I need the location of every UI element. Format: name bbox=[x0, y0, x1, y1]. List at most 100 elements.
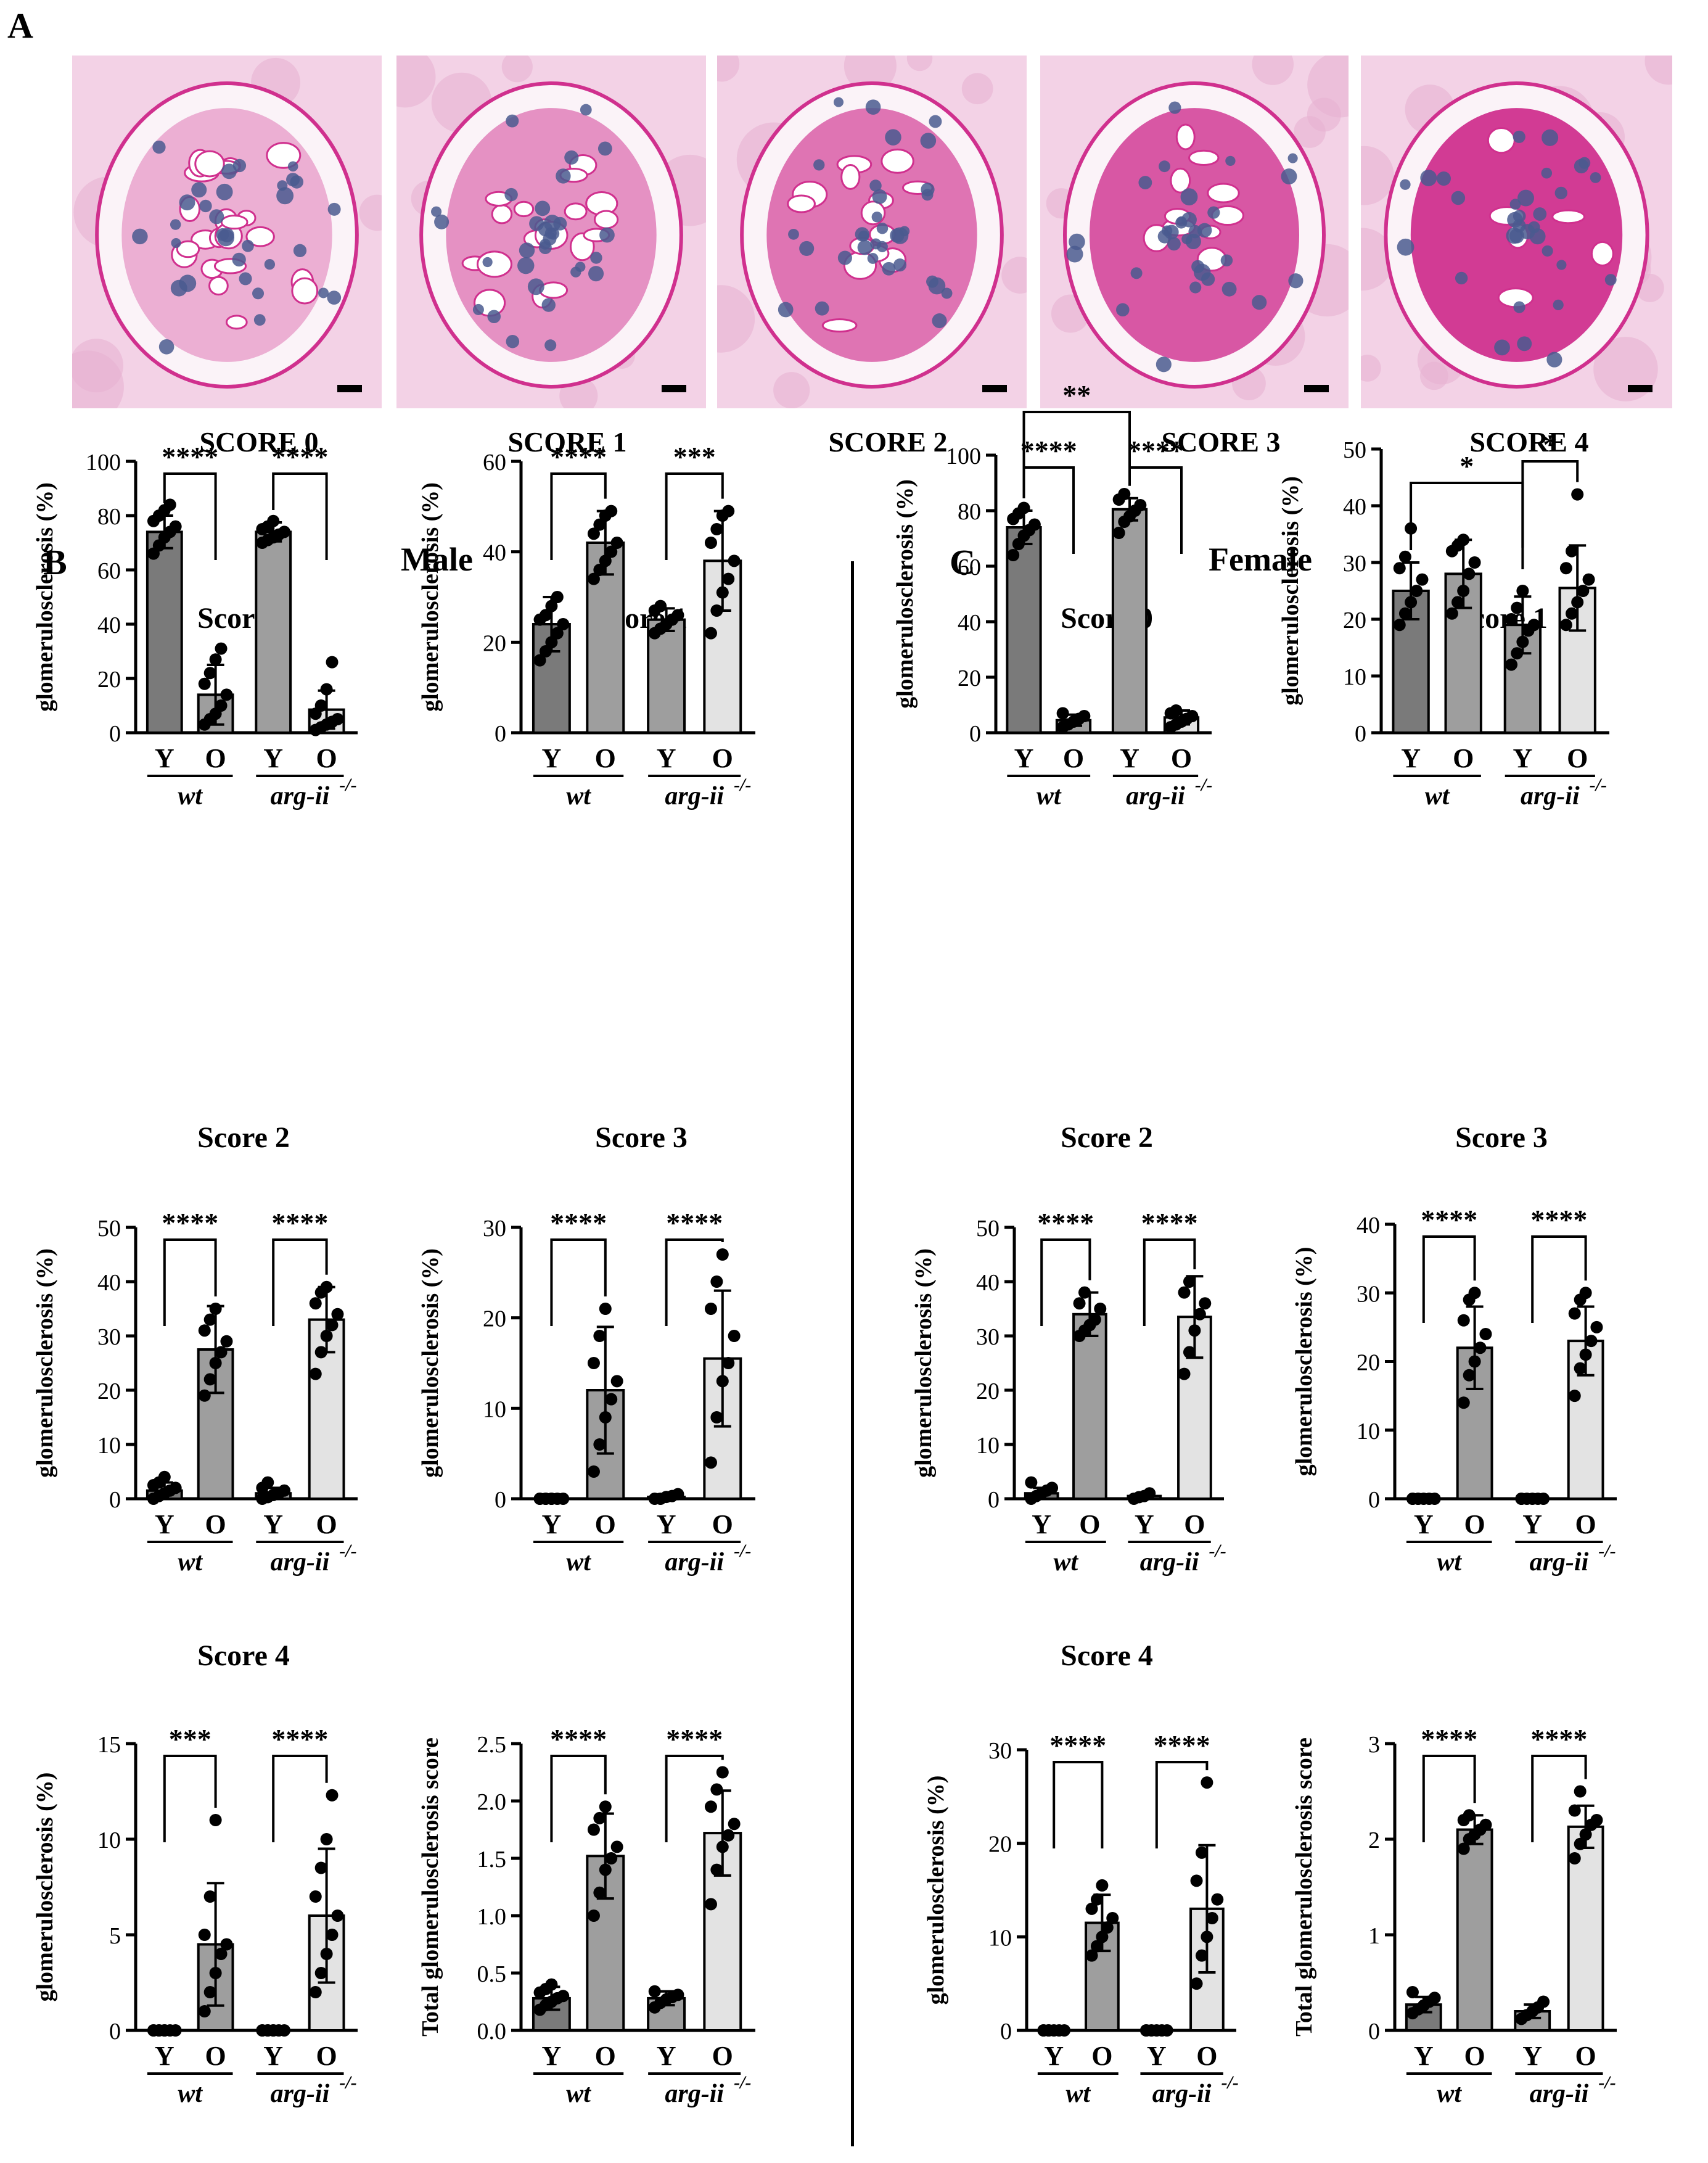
data-point bbox=[278, 525, 291, 538]
x-category-label: Y bbox=[263, 1509, 283, 1539]
nucleus bbox=[928, 277, 946, 295]
nucleus bbox=[544, 339, 557, 352]
data-point bbox=[1468, 1355, 1481, 1368]
y-tick-label: 1 bbox=[1368, 1923, 1380, 1949]
data-point bbox=[198, 677, 211, 690]
data-point bbox=[215, 642, 228, 655]
data-point bbox=[1457, 534, 1470, 546]
nucleus bbox=[857, 240, 872, 255]
nucleus bbox=[527, 278, 544, 295]
data-point bbox=[169, 2024, 182, 2037]
data-point bbox=[1094, 1303, 1107, 1315]
data-point bbox=[309, 1986, 322, 1998]
x-category-label: O bbox=[712, 2041, 733, 2071]
nucleus bbox=[580, 104, 592, 116]
y-tick-label: 10 bbox=[988, 1925, 1012, 1951]
y-tick-label: 50 bbox=[1343, 437, 1366, 463]
significance-label: **** bbox=[550, 441, 607, 472]
group-label: wt bbox=[178, 1548, 203, 1576]
data-point bbox=[209, 1357, 222, 1369]
nucleus bbox=[833, 97, 844, 107]
y-tick-label: 0 bbox=[1368, 2019, 1380, 2045]
data-point bbox=[1457, 585, 1470, 597]
nucleus bbox=[132, 228, 148, 245]
x-category-label: O bbox=[205, 743, 226, 773]
group-superscript: -/- bbox=[339, 775, 356, 795]
significance-bracket bbox=[1422, 1235, 1476, 1323]
data-point bbox=[610, 1375, 623, 1388]
data-point bbox=[1078, 1286, 1091, 1299]
data-point bbox=[1566, 545, 1579, 558]
nucleus bbox=[152, 140, 166, 154]
nucleus bbox=[529, 216, 544, 231]
significance-label: **** bbox=[1421, 1204, 1477, 1235]
capillary-loop bbox=[840, 163, 861, 190]
data-point bbox=[1537, 1995, 1550, 2008]
x-category-label: O bbox=[316, 1509, 337, 1539]
data-point bbox=[220, 1335, 233, 1348]
y-tick-label: 0 bbox=[1368, 1487, 1380, 1513]
significance-bracket bbox=[1022, 411, 1131, 498]
data-point bbox=[209, 653, 222, 666]
nucleus bbox=[1529, 228, 1546, 245]
group-label: arg-ii bbox=[1152, 2080, 1212, 2108]
significance-label: **** bbox=[1141, 1207, 1198, 1238]
data-point bbox=[671, 609, 684, 622]
chart-title: Score 4 bbox=[197, 1639, 290, 1672]
nucleus bbox=[487, 310, 501, 324]
chart-title: Score 2 bbox=[1061, 1121, 1153, 1154]
data-point bbox=[728, 1330, 741, 1342]
chart-male-score2: Score 2 0 10 20 30 40 50 glomerulosclerosis (%)… bbox=[32, 1121, 358, 1576]
micrograph-image bbox=[1040, 56, 1349, 408]
data-point bbox=[326, 656, 339, 669]
bar bbox=[255, 530, 292, 735]
x-category-label: O bbox=[1575, 1509, 1596, 1539]
data-point bbox=[1183, 1346, 1196, 1359]
x-category-label: Y bbox=[1401, 743, 1421, 773]
nucleus bbox=[876, 222, 889, 234]
data-point bbox=[722, 1829, 735, 1842]
nucleus bbox=[891, 227, 909, 244]
nucleus bbox=[252, 287, 265, 300]
data-point bbox=[1585, 1335, 1598, 1348]
data-point bbox=[539, 645, 552, 657]
data-point bbox=[593, 564, 606, 576]
y-tick-label: 0 bbox=[495, 1487, 506, 1513]
data-point bbox=[220, 688, 233, 701]
tissue-blob bbox=[1252, 56, 1294, 85]
nucleus bbox=[1189, 281, 1202, 294]
x-category-label: O bbox=[1567, 743, 1588, 773]
data-point bbox=[1416, 573, 1429, 586]
micrograph-image bbox=[717, 56, 1027, 408]
y-tick-label: 60 bbox=[97, 558, 121, 584]
data-point bbox=[320, 683, 333, 696]
nucleus bbox=[590, 252, 602, 264]
data-point bbox=[1058, 2024, 1071, 2037]
significance-label: **** bbox=[666, 1207, 723, 1238]
tissue-blob bbox=[1001, 257, 1027, 294]
nucleus bbox=[327, 202, 341, 216]
x-category-label: Y bbox=[542, 743, 562, 773]
nucleus bbox=[1201, 272, 1215, 286]
score-label-2: SCORE 2 bbox=[828, 426, 948, 458]
data-point bbox=[533, 654, 546, 667]
nucleus bbox=[216, 228, 229, 241]
y-tick-label: 30 bbox=[988, 1738, 1012, 1764]
scale-bar bbox=[1628, 385, 1653, 392]
nucleus bbox=[882, 262, 896, 276]
y-tick-label: 20 bbox=[988, 1832, 1012, 1858]
data-point bbox=[610, 537, 623, 549]
tissue-blob bbox=[717, 56, 740, 82]
nucleus bbox=[1533, 207, 1547, 221]
data-point bbox=[1118, 488, 1131, 500]
nucleus bbox=[327, 290, 342, 305]
data-point bbox=[1199, 1297, 1212, 1310]
nucleus bbox=[1455, 271, 1468, 285]
nucleus bbox=[599, 227, 615, 243]
nucleus bbox=[1197, 223, 1212, 238]
data-point bbox=[545, 636, 558, 649]
nucleus bbox=[434, 214, 450, 229]
